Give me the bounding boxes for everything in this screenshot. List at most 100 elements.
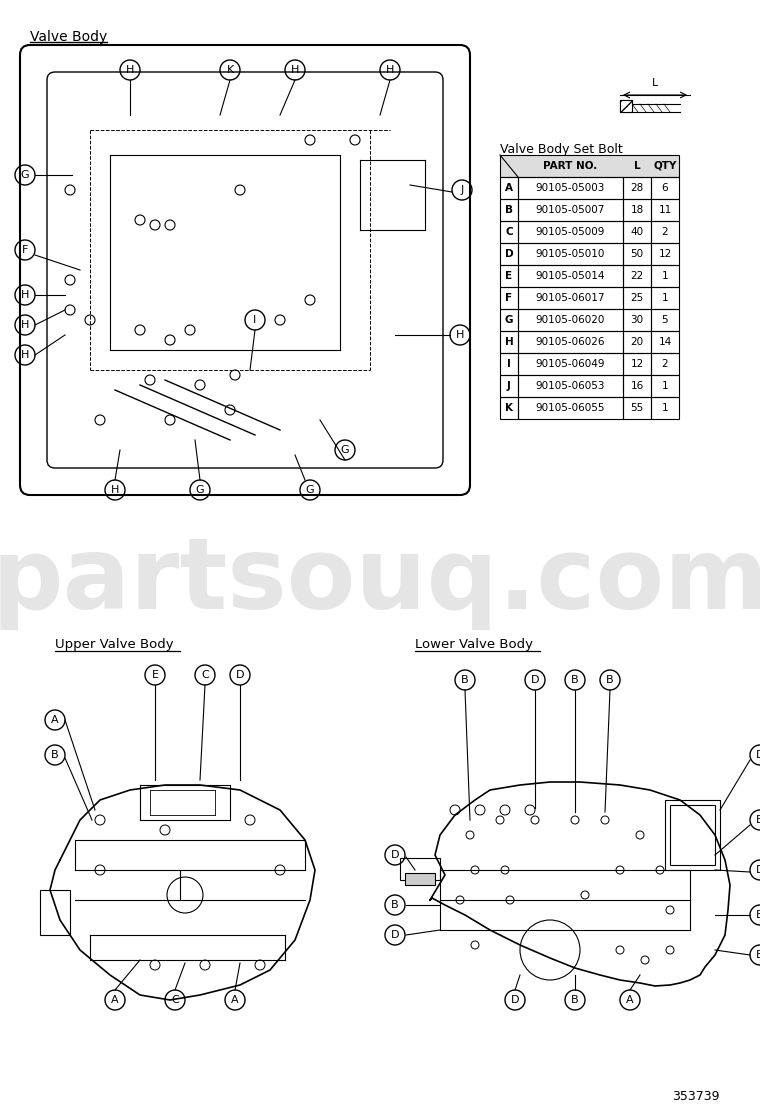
Text: 90105-05009: 90105-05009 bbox=[536, 227, 605, 237]
Bar bbox=[623, 375, 651, 397]
Text: H: H bbox=[505, 337, 513, 347]
Text: H: H bbox=[21, 350, 29, 360]
Bar bbox=[500, 309, 518, 331]
Bar bbox=[405, 873, 435, 885]
Text: H: H bbox=[111, 485, 119, 495]
Text: K: K bbox=[505, 403, 513, 413]
Bar bbox=[518, 375, 623, 397]
Bar bbox=[518, 309, 623, 331]
Text: 18: 18 bbox=[630, 205, 644, 215]
Bar bbox=[623, 221, 651, 244]
Bar bbox=[651, 199, 679, 221]
Text: H: H bbox=[126, 64, 135, 75]
Text: G: G bbox=[505, 315, 513, 325]
Bar bbox=[651, 244, 679, 265]
Text: Valve Body: Valve Body bbox=[30, 30, 107, 44]
Text: 90105-05003: 90105-05003 bbox=[536, 183, 605, 193]
Bar bbox=[651, 331, 679, 353]
Text: Lower Valve Body: Lower Valve Body bbox=[415, 638, 533, 651]
Bar bbox=[500, 221, 518, 244]
Bar bbox=[623, 397, 651, 419]
Text: E: E bbox=[505, 271, 512, 281]
Bar bbox=[400, 858, 440, 880]
Text: D: D bbox=[391, 930, 399, 940]
Text: D: D bbox=[505, 249, 513, 259]
Text: D: D bbox=[530, 675, 540, 685]
Text: A: A bbox=[111, 995, 119, 1005]
Text: 12: 12 bbox=[658, 249, 672, 259]
Text: H: H bbox=[291, 64, 299, 75]
Bar bbox=[651, 177, 679, 199]
Bar bbox=[623, 199, 651, 221]
Text: 1: 1 bbox=[662, 381, 668, 391]
Text: Valve Body Set Bolt: Valve Body Set Bolt bbox=[500, 143, 622, 156]
Bar bbox=[623, 287, 651, 309]
Bar bbox=[500, 331, 518, 353]
Text: G: G bbox=[340, 445, 350, 455]
Text: 90105-06026: 90105-06026 bbox=[536, 337, 605, 347]
Text: B: B bbox=[572, 675, 579, 685]
Bar bbox=[651, 309, 679, 331]
Text: 16: 16 bbox=[630, 381, 644, 391]
Bar bbox=[500, 199, 518, 221]
Text: 12: 12 bbox=[630, 359, 644, 369]
Text: A: A bbox=[505, 183, 513, 193]
Text: B: B bbox=[572, 995, 579, 1005]
Bar bbox=[518, 397, 623, 419]
Bar bbox=[665, 800, 720, 870]
Text: 353739: 353739 bbox=[673, 1090, 720, 1103]
Text: A: A bbox=[51, 715, 59, 725]
Text: B: B bbox=[756, 950, 760, 960]
Text: 2: 2 bbox=[662, 227, 668, 237]
Text: B: B bbox=[606, 675, 614, 685]
Text: L: L bbox=[652, 78, 658, 88]
Text: 11: 11 bbox=[658, 205, 672, 215]
Text: G: G bbox=[195, 485, 204, 495]
Text: B: B bbox=[505, 205, 513, 215]
Text: B: B bbox=[391, 900, 399, 910]
Text: D: D bbox=[755, 749, 760, 759]
Text: 20: 20 bbox=[631, 337, 644, 347]
Text: C: C bbox=[171, 995, 179, 1005]
Bar bbox=[500, 353, 518, 375]
Bar bbox=[500, 177, 518, 199]
Bar bbox=[518, 177, 623, 199]
Bar bbox=[623, 309, 651, 331]
Bar bbox=[500, 287, 518, 309]
Text: 55: 55 bbox=[630, 403, 644, 413]
Text: 90105-05010: 90105-05010 bbox=[536, 249, 605, 259]
Bar bbox=[518, 287, 623, 309]
Text: 5: 5 bbox=[662, 315, 668, 325]
Text: 90105-06055: 90105-06055 bbox=[536, 403, 605, 413]
Bar bbox=[651, 397, 679, 419]
Text: D: D bbox=[391, 850, 399, 860]
Text: G: G bbox=[306, 485, 315, 495]
Text: I: I bbox=[253, 315, 257, 325]
Bar bbox=[518, 221, 623, 244]
Text: 14: 14 bbox=[658, 337, 672, 347]
Text: 90105-06053: 90105-06053 bbox=[536, 381, 605, 391]
Text: E: E bbox=[151, 671, 159, 681]
Text: B: B bbox=[461, 675, 469, 685]
Text: 28: 28 bbox=[630, 183, 644, 193]
Text: 2: 2 bbox=[662, 359, 668, 369]
Bar bbox=[651, 265, 679, 287]
Text: C: C bbox=[201, 671, 209, 681]
Text: partsouq.com: partsouq.com bbox=[0, 534, 760, 631]
Bar bbox=[651, 287, 679, 309]
Bar bbox=[500, 265, 518, 287]
Bar bbox=[500, 244, 518, 265]
Text: B: B bbox=[756, 910, 760, 920]
Text: F: F bbox=[505, 292, 512, 302]
Bar bbox=[40, 890, 70, 935]
Text: PART NO.: PART NO. bbox=[543, 161, 597, 171]
Text: C: C bbox=[505, 227, 513, 237]
Text: 1: 1 bbox=[662, 271, 668, 281]
Bar bbox=[623, 353, 651, 375]
Text: 90105-06020: 90105-06020 bbox=[536, 315, 605, 325]
Text: 90105-05014: 90105-05014 bbox=[536, 271, 605, 281]
Bar bbox=[623, 244, 651, 265]
Text: 22: 22 bbox=[630, 271, 644, 281]
Text: 25: 25 bbox=[630, 292, 644, 302]
Bar bbox=[500, 397, 518, 419]
